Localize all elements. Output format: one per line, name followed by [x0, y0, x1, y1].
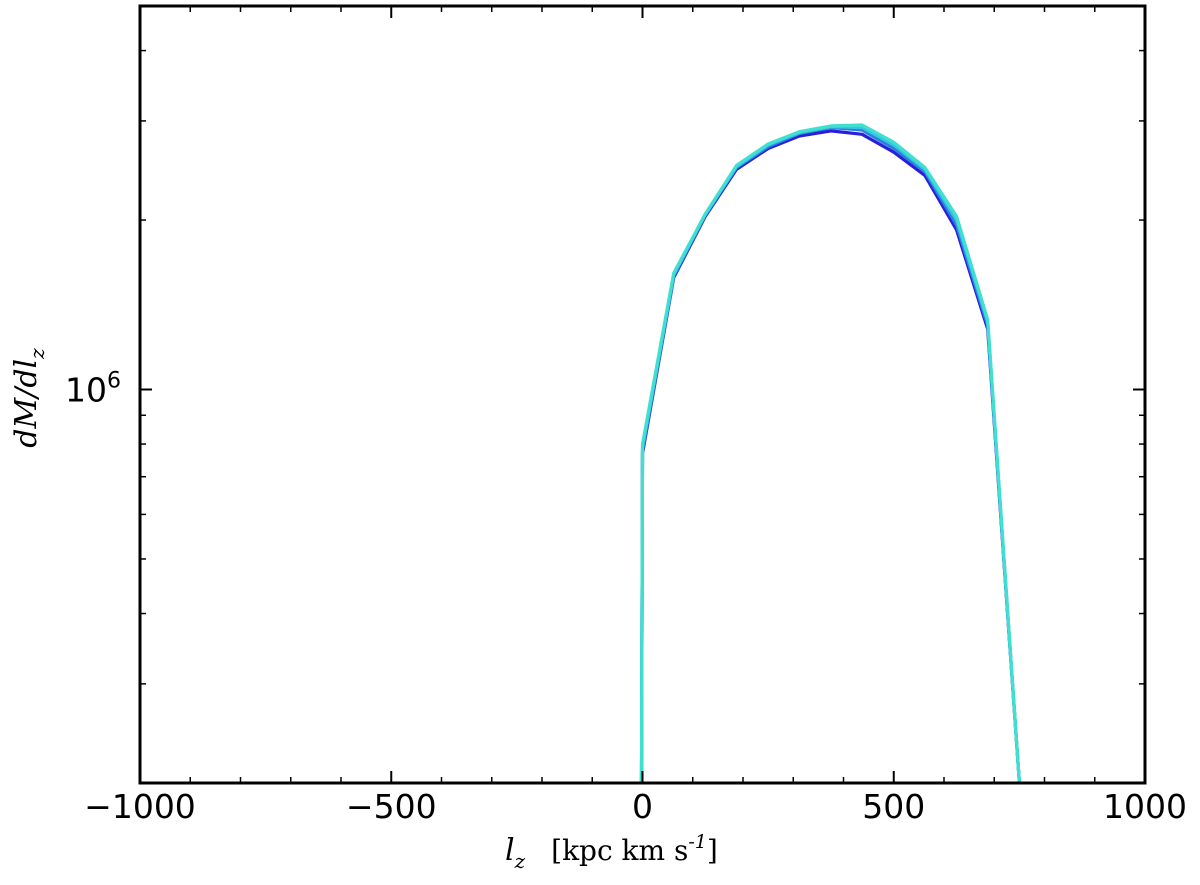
series-line-4 [639, 123, 1021, 784]
x-tick-label: −500 [346, 787, 437, 826]
x-axis-unit-sup: -1 [688, 831, 707, 853]
x-tick-label: 1000 [1103, 787, 1187, 826]
y-axis-label-sub: z [25, 348, 49, 360]
plot-frame [138, 4, 1147, 785]
labels-layer: −1000 −500 0 500 1000 106 [65, 369, 1187, 826]
y-axis-label: dM/dlz [9, 348, 49, 448]
x-axis-label-sub: z [514, 849, 526, 873]
y-tick-label-base: 10 [65, 371, 107, 410]
x-tick-label: 500 [862, 787, 925, 826]
x-tick-label: 0 [632, 787, 653, 826]
x-axis-label-var: lz [505, 833, 526, 873]
x-axis-label: lz [kpc km s-1] [505, 831, 718, 873]
y-tick-label-exp: 6 [107, 369, 121, 394]
series-layer [639, 123, 1021, 784]
x-axis-label-unit: [kpc km s [551, 834, 688, 867]
x-tick-label: −1000 [84, 787, 196, 826]
x-axis-unit-close: ] [707, 834, 718, 867]
y-tick-label: 106 [65, 369, 121, 410]
